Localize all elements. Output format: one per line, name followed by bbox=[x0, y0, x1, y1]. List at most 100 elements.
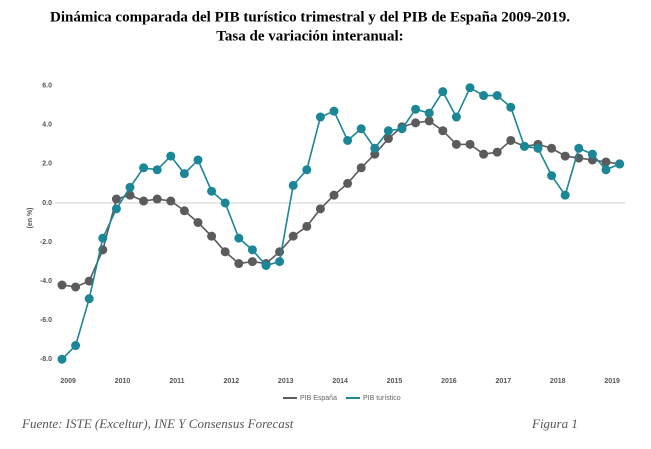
data-point bbox=[193, 155, 203, 165]
data-point bbox=[574, 143, 584, 153]
data-point bbox=[343, 178, 353, 188]
data-point bbox=[343, 135, 353, 145]
data-point bbox=[451, 139, 461, 149]
y-tick-label: -8.0 bbox=[40, 356, 52, 363]
data-point bbox=[234, 259, 244, 269]
data-point bbox=[411, 118, 421, 128]
data-point bbox=[615, 159, 625, 169]
data-point bbox=[506, 135, 516, 145]
data-point bbox=[275, 247, 285, 257]
data-point bbox=[560, 151, 570, 161]
data-point bbox=[234, 233, 244, 243]
data-point bbox=[84, 294, 94, 304]
data-point bbox=[492, 147, 502, 157]
y-tick-label: -4.0 bbox=[40, 278, 52, 285]
data-point bbox=[288, 180, 298, 190]
figure-label: Figura 1 bbox=[531, 416, 578, 431]
data-point bbox=[383, 126, 393, 136]
data-point bbox=[451, 112, 461, 122]
data-point bbox=[356, 163, 366, 173]
x-tick-label: 2012 bbox=[224, 378, 240, 385]
data-point bbox=[207, 231, 217, 241]
y-tick-label: -2.0 bbox=[40, 239, 52, 246]
x-tick-label: 2014 bbox=[332, 378, 348, 385]
data-point bbox=[275, 257, 285, 267]
data-point bbox=[547, 171, 557, 181]
data-point bbox=[492, 91, 502, 101]
x-tick-label: 2013 bbox=[278, 378, 294, 385]
data-point bbox=[220, 247, 230, 257]
data-point bbox=[397, 124, 407, 134]
data-point bbox=[560, 190, 570, 200]
data-point bbox=[193, 218, 203, 227]
data-point bbox=[84, 276, 94, 286]
data-point bbox=[57, 354, 67, 364]
data-point bbox=[179, 169, 189, 179]
data-point bbox=[288, 231, 298, 241]
data-point bbox=[139, 196, 149, 206]
data-point bbox=[506, 102, 516, 112]
data-point bbox=[302, 221, 312, 231]
data-point bbox=[519, 141, 529, 151]
x-tick-label: 2016 bbox=[441, 378, 457, 385]
data-point bbox=[125, 182, 135, 192]
y-tick-label: 4.0 bbox=[42, 122, 52, 129]
data-point bbox=[601, 165, 611, 175]
data-point bbox=[111, 194, 121, 204]
x-tick-label: 2010 bbox=[115, 378, 131, 385]
chart-title: Dinámica comparada del PIB turístico tri… bbox=[50, 9, 570, 25]
data-point bbox=[71, 282, 81, 292]
data-point bbox=[479, 91, 489, 101]
data-point bbox=[411, 104, 421, 114]
x-tick-label: 2009 bbox=[60, 378, 76, 385]
data-point bbox=[139, 163, 149, 173]
data-point bbox=[302, 165, 312, 175]
data-point bbox=[547, 143, 557, 153]
data-point bbox=[465, 83, 475, 93]
data-point bbox=[587, 149, 597, 159]
data-point bbox=[315, 204, 325, 214]
data-point bbox=[370, 143, 380, 153]
data-point bbox=[533, 143, 543, 153]
data-point bbox=[71, 341, 81, 351]
data-point bbox=[247, 257, 257, 267]
x-tick-label: 2018 bbox=[550, 378, 566, 385]
data-point bbox=[179, 206, 189, 216]
data-point bbox=[438, 87, 448, 97]
data-point bbox=[152, 194, 162, 204]
data-point bbox=[261, 260, 271, 270]
series-line bbox=[61, 86, 620, 360]
y-tick-label: 0.0 bbox=[42, 200, 52, 207]
y-tick-label: 2.0 bbox=[42, 161, 52, 168]
legend-label: PIB turístico bbox=[363, 395, 401, 402]
data-point bbox=[98, 233, 108, 243]
legend-label: PIB España bbox=[300, 395, 337, 402]
data-point bbox=[383, 134, 393, 144]
data-point bbox=[424, 116, 434, 126]
source: Fuente: ISTE (Exceltur), INE Y Consensus… bbox=[21, 416, 294, 431]
x-tick-label: 2011 bbox=[169, 378, 184, 385]
data-point bbox=[356, 124, 366, 134]
data-point bbox=[125, 190, 135, 200]
data-point bbox=[247, 245, 257, 255]
x-tick-label: 2019 bbox=[604, 378, 620, 385]
data-point bbox=[166, 151, 176, 161]
data-point bbox=[57, 280, 67, 290]
x-tick-label: 2015 bbox=[387, 378, 403, 385]
data-point bbox=[152, 165, 162, 175]
data-point bbox=[438, 126, 448, 136]
y-axis-label: (en %) bbox=[27, 208, 34, 229]
chart-subtitle: Tasa de variación interanual: bbox=[216, 28, 403, 44]
data-point bbox=[479, 149, 489, 159]
data-point bbox=[329, 190, 339, 200]
data-point bbox=[465, 139, 475, 149]
y-tick-label: 6.0 bbox=[42, 83, 52, 90]
data-point bbox=[111, 204, 121, 214]
data-point bbox=[207, 186, 217, 196]
data-point bbox=[601, 157, 611, 167]
x-tick-label: 2017 bbox=[496, 378, 512, 385]
y-tick-label: -6.0 bbox=[40, 317, 52, 324]
data-point bbox=[315, 112, 325, 122]
data-point bbox=[220, 198, 230, 208]
